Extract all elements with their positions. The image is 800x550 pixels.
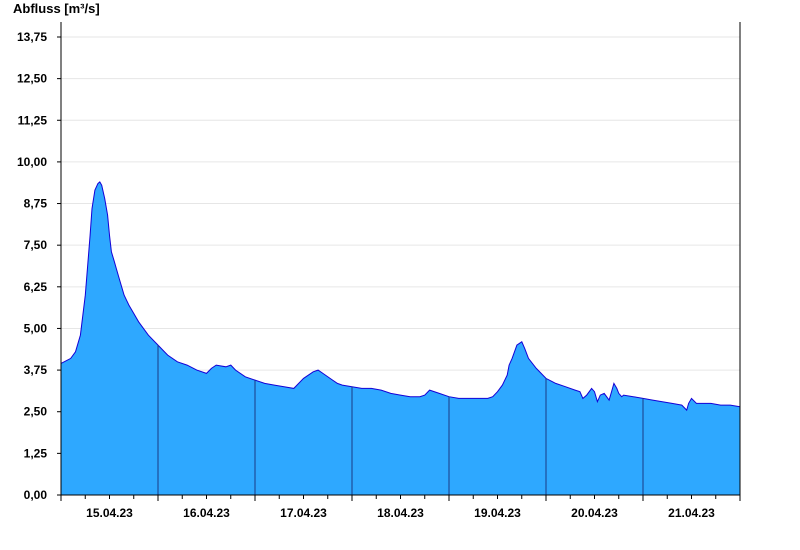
x-tick-label: 16.04.23 <box>183 506 230 520</box>
y-tick-label: 10,00 <box>17 155 47 169</box>
series-area <box>60 181 741 495</box>
x-tick-label: 17.04.23 <box>280 506 327 520</box>
x-tick-label: 19.04.23 <box>474 506 521 520</box>
y-tick-label: 5,00 <box>24 321 48 335</box>
y-tick-label: 2,50 <box>24 405 48 419</box>
y-tick-label: 3,75 <box>24 363 48 377</box>
series-area-fill <box>61 181 740 495</box>
x-tick-label: 18.04.23 <box>377 506 424 520</box>
x-tick-label: 20.04.23 <box>571 506 618 520</box>
series-line <box>60 181 741 412</box>
y-tick-label: 8,75 <box>24 197 48 211</box>
x-tick-label: 15.04.23 <box>86 506 133 520</box>
y-axis-title: Abfluss [m³/s] <box>13 1 100 16</box>
x-tick-label: 21.04.23 <box>668 506 715 520</box>
y-tick-label: 11,25 <box>18 113 48 127</box>
y-tick-label: 13,75 <box>17 30 47 44</box>
y-tick-label: 1,25 <box>24 446 48 460</box>
axes <box>57 22 741 501</box>
y-tick-label: 12,50 <box>17 72 47 86</box>
y-tick-labels: 0,00 1,25 2,50 3,75 5,00 6,25 7,50 8,75 10,00 11,… <box>17 30 47 502</box>
y-tick-label: 7,50 <box>24 238 48 252</box>
y-tick-label: 6,25 <box>24 280 48 294</box>
x-tick-labels: 15.04.23 16.04.23 17.04.23 18.04.23 19.04.23… <box>86 506 715 520</box>
y-tick-label: 0,00 <box>24 488 48 502</box>
day-dividers <box>157 345 644 495</box>
